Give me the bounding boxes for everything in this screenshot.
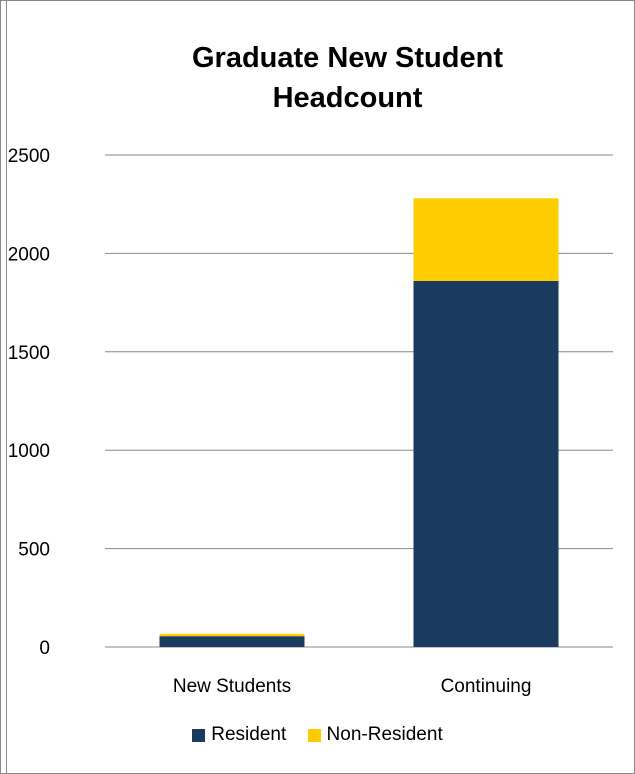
x-tick-label-continuing: Continuing: [441, 676, 532, 697]
bar-continuing-non-resident: [413, 198, 559, 281]
legend-label-resident: Resident: [211, 724, 287, 745]
legend-label-non-resident: Non-Resident: [326, 724, 443, 745]
legend-swatch-resident: [192, 728, 206, 742]
chart-legend: Resident Non-Resident: [0, 724, 635, 752]
y-tick-label-1500: 1500: [8, 343, 50, 364]
chart-title-line-1: Graduate New Student: [192, 42, 503, 74]
chart-title: Graduate New Student Headcount: [60, 38, 635, 118]
y-tick-label-2000: 2000: [8, 244, 50, 265]
x-tick-label-new-students: New Students: [173, 676, 291, 697]
y-tick-label-500: 500: [18, 540, 50, 561]
legend-item-resident: Resident: [192, 724, 286, 746]
y-tick-label-2500: 2500: [8, 146, 50, 167]
bar-new-students-non-resident: [159, 633, 305, 637]
chart-title-line-2: Headcount: [272, 82, 423, 114]
legend-swatch-non-resident: [307, 728, 321, 742]
bar-new-students-resident: [159, 636, 305, 647]
frame-left-rule: [6, 0, 7, 774]
bar-continuing-resident: [413, 280, 559, 647]
y-tick-label-0: 0: [39, 638, 50, 659]
legend-item-non-resident: Non-Resident: [307, 724, 443, 746]
y-tick-label-1000: 1000: [8, 441, 50, 462]
